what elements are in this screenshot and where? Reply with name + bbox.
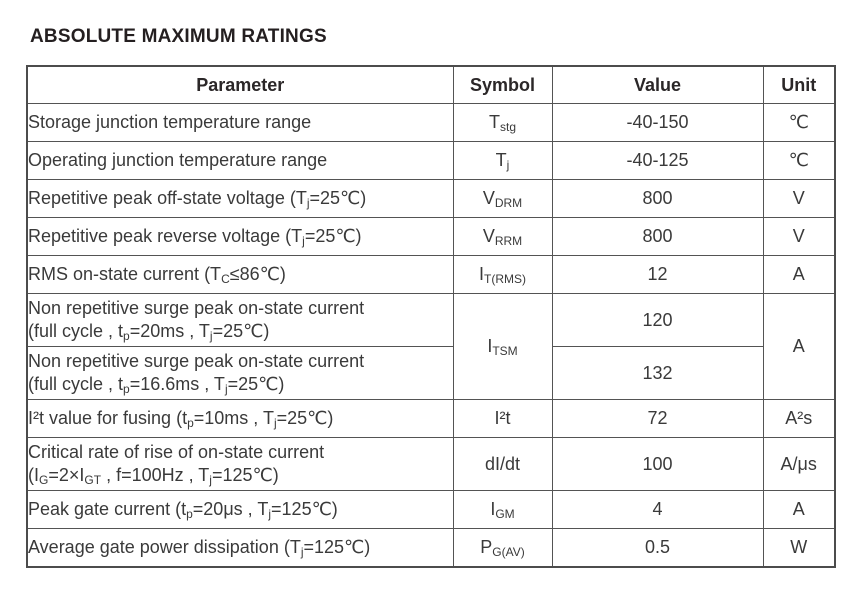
value-cell: 800 [551, 217, 764, 256]
table-row: Average gate power dissipation (Tj=125℃)… [26, 528, 836, 567]
table-row: Operating junction temperature range Tj … [26, 141, 836, 180]
table-row: Repetitive peak reverse voltage (Tj=25℃)… [26, 217, 836, 256]
table-row: Critical rate of rise of on-state curren… [26, 437, 836, 491]
symbol-cell: IGM [452, 490, 553, 529]
col-header-value: Value [551, 65, 764, 104]
value-cell: -40-150 [551, 103, 764, 142]
unit-cell: A/μs [762, 437, 836, 491]
table-row: Non repetitive surge peak on-state curre… [26, 293, 836, 400]
symbol-cell: IT(RMS) [452, 255, 553, 294]
param-cell: Repetitive peak off-state voltage (Tj=25… [26, 179, 454, 218]
value-cell: 12 [551, 255, 764, 294]
param-cell: Peak gate current (tp=20μs , Tj=125℃) [26, 490, 454, 529]
symbol-cell: PG(AV) [452, 528, 553, 567]
param-cell: I²t value for fusing (tp=10ms , Tj=25℃) [26, 399, 454, 438]
unit-cell: A [762, 255, 836, 294]
symbol-cell: dI/dt [452, 437, 553, 491]
unit-cell: ℃ [762, 141, 836, 180]
param-cell: Repetitive peak reverse voltage (Tj=25℃) [26, 217, 454, 256]
col-header-unit: Unit [762, 65, 836, 104]
page-title: ABSOLUTE MAXIMUM RATINGS [30, 26, 327, 47]
symbol-cell: Tj [452, 141, 553, 180]
table-row: Repetitive peak off-state voltage (Tj=25… [26, 179, 836, 218]
unit-cell: V [762, 179, 836, 218]
symbol-cell: VRRM [452, 217, 553, 256]
unit-cell: A [762, 293, 836, 400]
unit-cell: W [762, 528, 836, 567]
param-cell: Average gate power dissipation (Tj=125℃) [26, 528, 454, 567]
param-cell: Storage junction temperature range [26, 103, 454, 142]
unit-cell: A²s [762, 399, 836, 438]
value-cell: 4 [551, 490, 764, 529]
unit-cell: V [762, 217, 836, 256]
table-row: Non repetitive surge peak on-state curre… [26, 346, 835, 400]
param-cell: Critical rate of rise of on-state curren… [26, 437, 454, 491]
value-cell: 132 [551, 346, 764, 400]
symbol-cell: VDRM [452, 179, 553, 218]
unit-cell: ℃ [762, 103, 836, 142]
value-cell: 100 [551, 437, 764, 491]
param-cell: Operating junction temperature range [26, 141, 454, 180]
symbol-cell: Tstg [452, 103, 553, 142]
value-cell: 0.5 [551, 528, 764, 567]
col-header-symbol: Symbol [452, 65, 553, 104]
table-row: RMS on-state current (TC≤86℃) IT(RMS) 12… [26, 255, 836, 294]
header-row: Parameter Symbol Value Unit [26, 65, 836, 104]
param-cell: Non repetitive surge peak on-state curre… [26, 293, 454, 347]
value-cell: 72 [551, 399, 764, 438]
table-row: Peak gate current (tp=20μs , Tj=125℃) IG… [26, 490, 836, 529]
absolute-maximum-ratings-table: Parameter Symbol Value Unit Storage junc… [26, 65, 836, 568]
table-row: I²t value for fusing (tp=10ms , Tj=25℃) … [26, 399, 836, 438]
col-header-parameter: Parameter [26, 65, 454, 104]
symbol-cell: ITSM [452, 293, 553, 400]
value-cell: 120 [551, 293, 764, 347]
param-cell: RMS on-state current (TC≤86℃) [26, 255, 454, 294]
value-cell: 800 [551, 179, 764, 218]
table-row: Storage junction temperature range Tstg … [26, 103, 836, 142]
unit-cell: A [762, 490, 836, 529]
symbol-cell: I²t [452, 399, 553, 438]
param-cell: Non repetitive surge peak on-state curre… [26, 346, 454, 400]
value-cell: -40-125 [551, 141, 764, 180]
